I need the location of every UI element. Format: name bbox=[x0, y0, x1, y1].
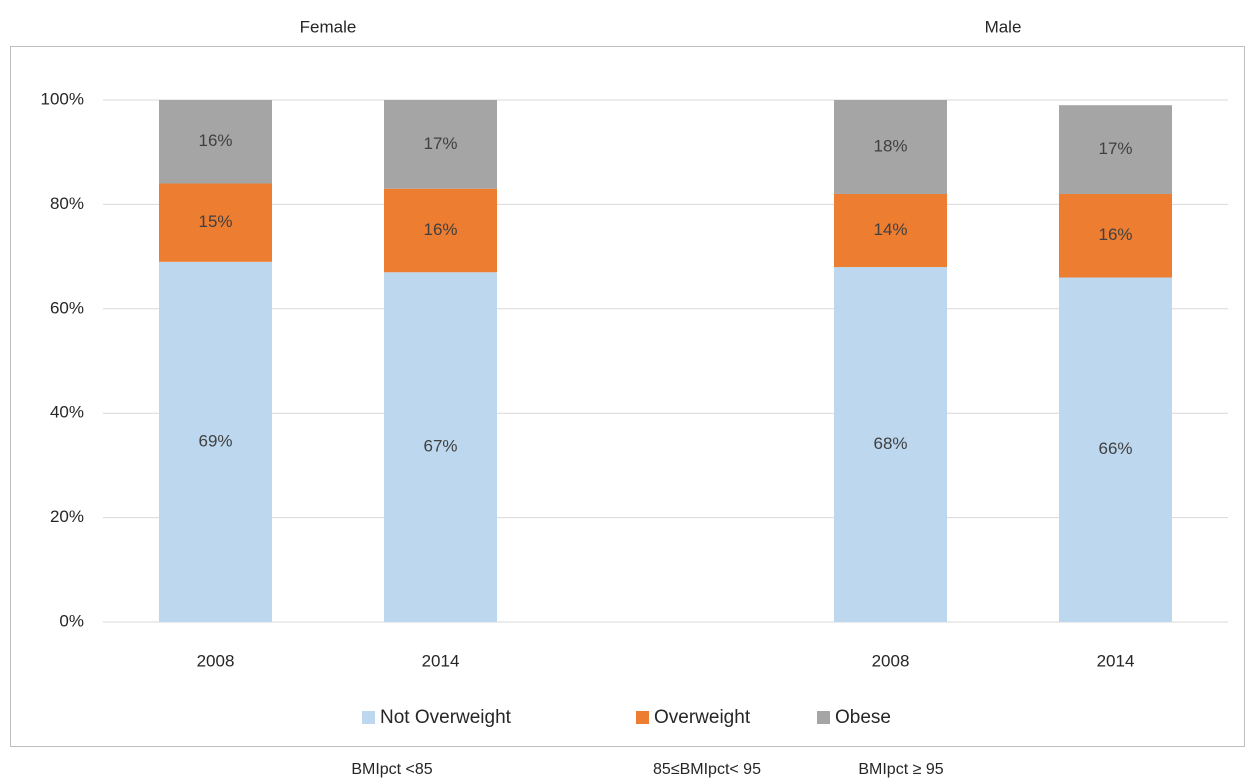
legend-swatch bbox=[817, 711, 830, 724]
bar-segment bbox=[159, 100, 272, 184]
bar-segment bbox=[159, 183, 272, 262]
data-label: 68% bbox=[873, 434, 907, 453]
chart-border bbox=[10, 46, 1245, 747]
bar-segment bbox=[384, 272, 497, 622]
data-label: 14% bbox=[873, 220, 907, 239]
group-label: Male bbox=[985, 17, 1022, 36]
y-tick-label: 60% bbox=[50, 298, 84, 317]
data-label: 66% bbox=[1098, 439, 1132, 458]
data-label: 16% bbox=[423, 220, 457, 239]
data-label: 15% bbox=[198, 212, 232, 231]
bar-segment bbox=[384, 188, 497, 273]
bar-segment bbox=[384, 100, 497, 189]
bar-segment bbox=[1059, 193, 1172, 278]
bar-segment bbox=[834, 267, 947, 622]
legend-label: Overweight bbox=[654, 707, 751, 728]
data-label: 16% bbox=[198, 131, 232, 150]
y-tick-label: 80% bbox=[50, 194, 84, 213]
legend-swatch bbox=[636, 711, 649, 724]
data-label: 16% bbox=[1098, 225, 1132, 244]
y-tick-label: 20% bbox=[50, 507, 84, 526]
data-label: 17% bbox=[423, 134, 457, 153]
x-tick-label: 2008 bbox=[197, 651, 235, 670]
x-tick-label: 2014 bbox=[422, 651, 460, 670]
legend-label: Obese bbox=[835, 707, 891, 728]
data-label: 69% bbox=[198, 431, 232, 450]
bar-segment bbox=[1059, 277, 1172, 622]
data-label: 67% bbox=[423, 437, 457, 456]
y-tick-label: 0% bbox=[59, 611, 84, 630]
legend-swatch bbox=[362, 711, 375, 724]
bar-segment bbox=[834, 193, 947, 268]
x-tick-label: 2008 bbox=[872, 651, 910, 670]
bar-segment bbox=[834, 100, 947, 194]
bar-segment bbox=[1059, 105, 1172, 194]
group-label: Female bbox=[300, 17, 357, 36]
bar-segment bbox=[159, 261, 272, 622]
x-tick-label: 2014 bbox=[1097, 651, 1135, 670]
y-tick-label: 100% bbox=[41, 89, 84, 108]
legend-note: 85≤BMIpct< 95 bbox=[653, 761, 761, 778]
legend-label: Not Overweight bbox=[380, 707, 512, 728]
legend-note: BMIpct <85 bbox=[351, 761, 432, 778]
legend-note: BMIpct ≥ 95 bbox=[858, 761, 943, 778]
data-label: 18% bbox=[873, 136, 907, 155]
data-label: 17% bbox=[1098, 139, 1132, 158]
y-tick-label: 40% bbox=[50, 403, 84, 422]
